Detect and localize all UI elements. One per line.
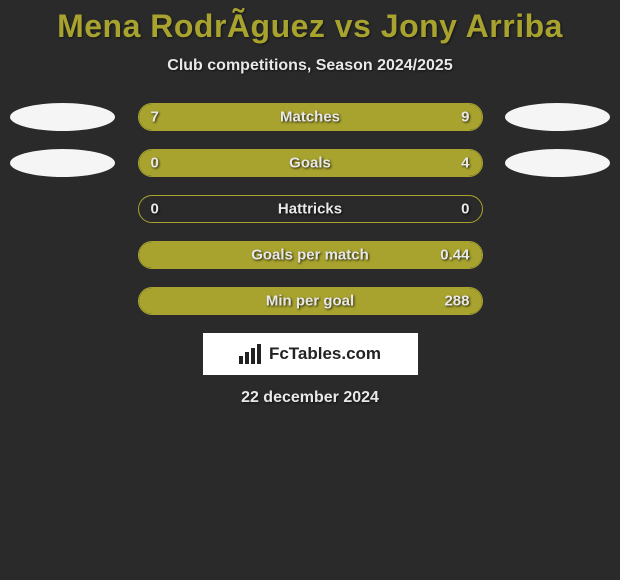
stat-row: Min per goal 288: [10, 287, 610, 315]
stat-label: Min per goal: [266, 293, 354, 310]
stat-row: 7 Matches 9: [10, 103, 610, 131]
stat-row: 0 Goals 4: [10, 149, 610, 177]
bar-fill-left: [139, 104, 289, 130]
stat-bar: Min per goal 288: [138, 287, 483, 315]
player-avatar-left: [10, 103, 115, 131]
player-avatar-right: [505, 103, 610, 131]
stat-label: Goals per match: [251, 247, 369, 264]
stat-bar: 0 Hattricks 0: [138, 195, 483, 223]
comparison-card: Mena RodrÃ­guez vs Jony Arriba Club comp…: [0, 0, 620, 407]
stat-value-right: 0.44: [440, 247, 469, 264]
stat-label: Hattricks: [278, 201, 342, 218]
stat-value-right: 288: [444, 293, 469, 310]
stat-bar: Goals per match 0.44: [138, 241, 483, 269]
stat-value-right: 4: [461, 155, 469, 172]
stat-row: 0 Hattricks 0: [10, 195, 610, 223]
stat-label: Goals: [289, 155, 331, 172]
player-avatar-right: [505, 149, 610, 177]
subtitle: Club competitions, Season 2024/2025: [0, 57, 620, 75]
stat-value-left: 7: [151, 109, 159, 126]
page-title: Mena RodrÃ­guez vs Jony Arriba: [0, 8, 620, 45]
stat-bar: 0 Goals 4: [138, 149, 483, 177]
stat-row: Goals per match 0.44: [10, 241, 610, 269]
stat-bar: 7 Matches 9: [138, 103, 483, 131]
branding-badge: FcTables.com: [203, 333, 418, 375]
branding-text: FcTables.com: [269, 344, 381, 364]
player-avatar-left: [10, 149, 115, 177]
bar-chart-icon: [239, 344, 263, 364]
stat-value-left: 0: [151, 201, 159, 218]
stat-value-right: 0: [461, 201, 469, 218]
date-label: 22 december 2024: [0, 389, 620, 407]
stat-label: Matches: [280, 109, 340, 126]
stat-value-left: 0: [151, 155, 159, 172]
stats-area: 7 Matches 9 0 Goals 4 0 Hattricks 0 Goals per mat…: [0, 103, 620, 315]
stat-value-right: 9: [461, 109, 469, 126]
